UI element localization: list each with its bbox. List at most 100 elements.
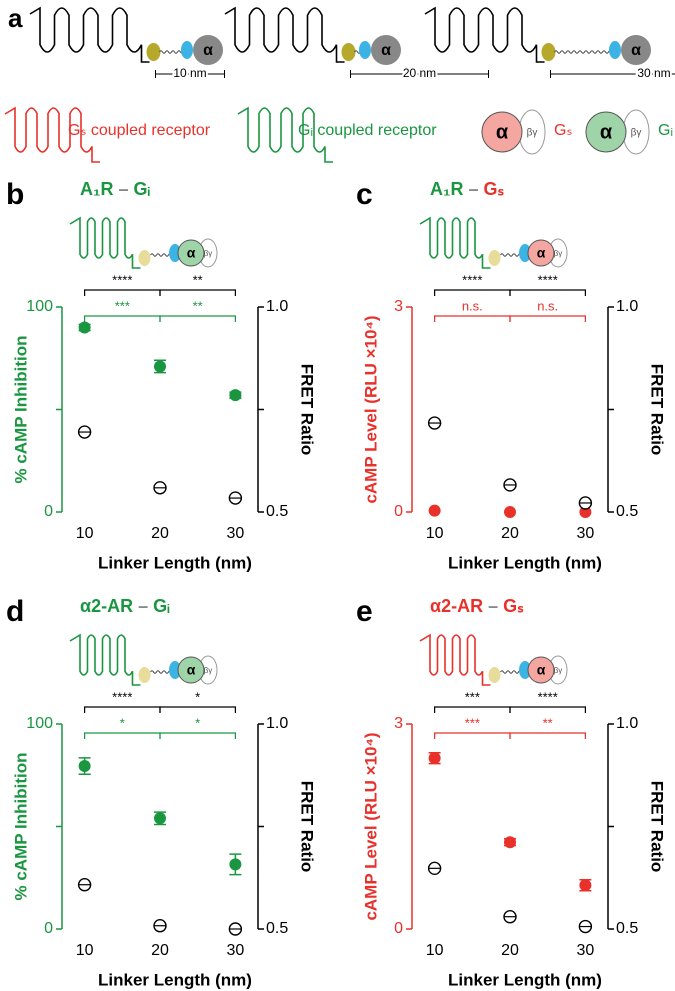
y-tick-label: 3 [394, 298, 403, 315]
anchor [138, 667, 151, 683]
point [579, 506, 592, 518]
y2-axis-label: FRET Ratio [648, 364, 667, 456]
legend-text: Gᵢ coupled receptor [298, 122, 437, 139]
alpha-icon [177, 239, 205, 267]
point [579, 879, 592, 892]
alpha-icon [527, 239, 555, 267]
y-tick-label: 0 [44, 503, 53, 520]
significance: * [195, 715, 200, 730]
title-part: Gₛ [503, 596, 524, 616]
bracket [434, 315, 511, 322]
title-part: – [118, 179, 133, 199]
distance-bar [350, 70, 489, 78]
significance: **** [538, 689, 558, 704]
gi-receptor-icon [237, 106, 333, 163]
receptor-icon [69, 633, 141, 686]
x-tick-label: 30 [226, 525, 244, 542]
panel-label: b [6, 178, 24, 211]
y2-tick-label: 1.0 [266, 715, 288, 732]
significance: ** [543, 715, 553, 730]
distance-bar [550, 70, 675, 78]
gs-receptor-icon [4, 106, 100, 163]
receptor-icon [224, 6, 345, 63]
significance: * [120, 715, 125, 730]
significance: *** [115, 298, 130, 313]
alpha-icon [481, 111, 523, 153]
title-part: – [468, 179, 483, 199]
legend-text: Gₛ [554, 122, 572, 139]
significance: n.s. [537, 298, 558, 313]
chart-title: A₁R – Gᵢ [80, 179, 150, 199]
significance: **** [538, 272, 558, 287]
alpha-icon [621, 35, 651, 65]
y-tick-label: 0 [44, 920, 53, 937]
linker-label: 10 nm [173, 66, 206, 80]
y2-tick-label: 1.0 [616, 298, 638, 315]
title-part: α2-AR [80, 596, 138, 616]
y2-axis-label: FRET Ratio [298, 364, 317, 456]
receptor-icon [69, 216, 141, 269]
bracket [159, 732, 236, 739]
x-axis-label: Linker Length (nm) [448, 553, 602, 572]
bracket [84, 289, 161, 296]
bracket [159, 289, 236, 296]
alpha-icon [585, 111, 627, 153]
legend-text: Gᵢ [658, 122, 673, 139]
linker [159, 50, 184, 54]
panel-label: c [356, 178, 373, 211]
donor [181, 41, 193, 59]
alpha-icon [371, 35, 401, 65]
y2-axis-label: FRET Ratio [648, 781, 667, 873]
alpha-icon [527, 656, 555, 684]
alpha-text: α [187, 662, 196, 678]
linker-label: 30 nm [637, 66, 670, 80]
alpha-text: α [537, 662, 546, 678]
x-axis-label: Linker Length (nm) [448, 970, 602, 989]
y2-tick-label: 0.5 [266, 503, 288, 520]
significance: **** [462, 272, 482, 287]
title-part: Gᵢ [133, 179, 150, 199]
alpha-text: α [187, 245, 196, 261]
point [428, 504, 441, 517]
alpha-text: α [496, 121, 509, 143]
anchor [146, 43, 161, 61]
significance: ** [193, 272, 203, 287]
beta-gamma-text: βγ [204, 249, 213, 258]
anchor [541, 43, 556, 61]
beta-gamma-text: βγ [554, 666, 563, 675]
bracket [84, 706, 161, 713]
bracket [509, 289, 586, 296]
x-tick-label: 30 [576, 942, 594, 959]
beta-gamma-text: βγ [554, 249, 563, 258]
y-tick-label: 0 [394, 503, 403, 520]
point [229, 389, 242, 402]
alpha-text: α [537, 245, 546, 261]
beta-gamma-text: βγ [527, 128, 538, 139]
bracket [509, 732, 586, 739]
distance-bar [155, 70, 225, 78]
y2-tick-label: 0.5 [616, 503, 638, 520]
x-tick-label: 10 [426, 942, 444, 959]
receptor-icon [29, 6, 150, 63]
point [504, 506, 516, 518]
significance: ** [193, 298, 203, 313]
chart-title: α2-AR – Gₛ [430, 596, 524, 616]
point [428, 752, 441, 765]
y-tick-label: 100 [26, 715, 53, 732]
bracket [434, 289, 511, 296]
panel-label: d [6, 595, 24, 628]
significance: *** [465, 715, 480, 730]
linker [554, 50, 615, 54]
receptor-icon [419, 216, 491, 269]
significance: **** [112, 272, 132, 287]
y-axis-label: cAMP Level (RLU ×10⁴) [361, 732, 380, 920]
chart-title: A₁R – Gₛ [430, 179, 504, 199]
alpha-text: α [631, 42, 641, 59]
bracket [434, 706, 511, 713]
y-tick-label: 100 [26, 298, 53, 315]
x-tick-label: 30 [576, 525, 594, 542]
bracket [84, 315, 161, 322]
title-part: – [138, 596, 153, 616]
significance: * [195, 689, 200, 704]
anchor [488, 667, 501, 683]
